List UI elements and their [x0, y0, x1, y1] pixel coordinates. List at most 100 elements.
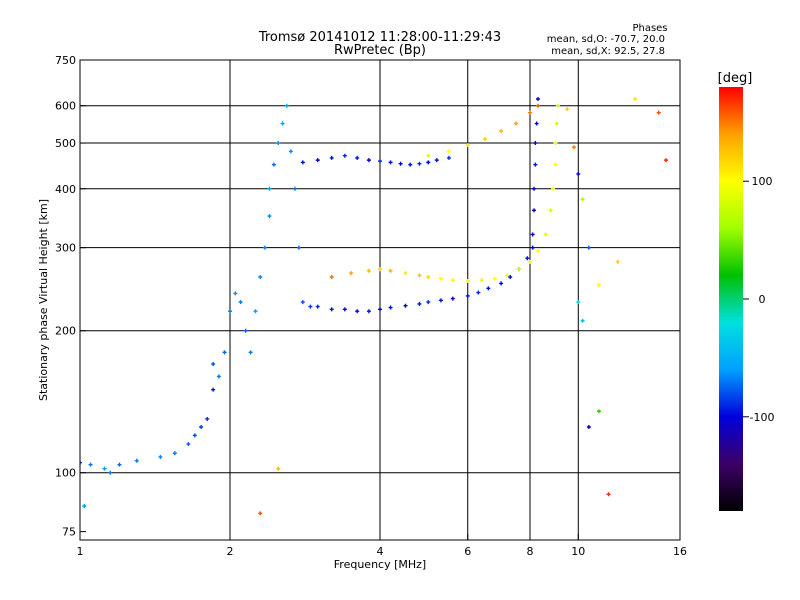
data-point: [553, 141, 558, 146]
data-point: [548, 208, 553, 213]
data-point: [82, 504, 87, 509]
data-point: [586, 425, 591, 430]
y-tick-label: 600: [55, 100, 76, 113]
x-tick-label: 10: [571, 545, 585, 558]
data-point: [284, 103, 289, 108]
data-point: [551, 186, 556, 191]
data-point: [258, 511, 263, 516]
data-point: [378, 307, 382, 312]
data-point: [465, 293, 470, 298]
x-axis-label: Frequency [MHz]: [334, 558, 426, 571]
data-point: [516, 267, 521, 272]
data-point: [300, 300, 305, 305]
data-point: [117, 462, 122, 467]
data-point: [417, 301, 422, 306]
data-point: [228, 309, 232, 314]
data-point: [426, 160, 431, 165]
data-point: [535, 103, 540, 108]
data-point: [253, 309, 258, 314]
data-point: [576, 300, 581, 305]
data-point: [476, 290, 481, 295]
data-point: [280, 121, 285, 126]
phases-info-line-1: mean, sd,O: -70.7, 20.0: [547, 34, 665, 45]
data-point: [296, 245, 301, 250]
data-point: [199, 425, 204, 430]
data-point: [554, 121, 559, 126]
data-point: [417, 161, 422, 166]
data-point: [596, 409, 601, 414]
data-point: [276, 466, 281, 471]
data-point: [446, 149, 451, 154]
data-point: [211, 387, 216, 392]
data-point: [408, 162, 413, 167]
data-point: [403, 303, 408, 308]
data-point: [355, 155, 360, 160]
data-point: [465, 143, 470, 148]
data-point: [158, 454, 163, 459]
data-point: [134, 458, 139, 463]
y-tick-label: 400: [55, 183, 76, 196]
y-tick-label: 200: [55, 325, 76, 338]
data-point: [528, 110, 532, 115]
data-point: [533, 141, 538, 146]
data-point: [606, 492, 611, 497]
data-point: [465, 278, 470, 283]
data-point: [486, 286, 491, 291]
data-point: [300, 160, 305, 165]
data-point: [530, 245, 535, 250]
data-point: [555, 103, 560, 108]
x-tick-label: 1: [77, 545, 84, 558]
data-point: [417, 273, 422, 278]
data-point: [483, 136, 488, 141]
data-point: [267, 186, 272, 191]
data-point: [553, 162, 558, 167]
data-point: [262, 245, 267, 250]
data-point: [349, 271, 354, 276]
data-point: [233, 291, 238, 296]
x-tick-label: 6: [464, 545, 471, 558]
data-point: [576, 171, 581, 176]
data-point: [342, 153, 347, 158]
data-point: [438, 276, 443, 281]
data-point: [479, 278, 484, 283]
data-point: [499, 281, 504, 286]
data-point: [186, 442, 191, 447]
data-point: [499, 129, 504, 134]
data-point: [446, 155, 451, 160]
data-point: [329, 155, 334, 160]
data-point: [426, 153, 431, 158]
data-point: [308, 304, 313, 309]
data-point: [88, 462, 93, 467]
data-point: [656, 110, 661, 115]
data-point: [366, 309, 371, 314]
colorbar-label: [deg]: [718, 71, 753, 86]
data-point: [378, 267, 382, 272]
x-axis-ticks: 1 2 4 6 8 10 16: [77, 534, 687, 558]
data-point: [664, 158, 669, 163]
colorbar-tick-label: 0: [759, 293, 766, 306]
phases-info-title: Phases: [632, 23, 667, 34]
colorbar: [719, 87, 743, 511]
data-point: [533, 162, 538, 167]
data-point: [586, 245, 591, 250]
phases-info-line-2: mean, sd,X: 92.5, 27.8: [551, 46, 665, 57]
x-tick-label: 2: [227, 545, 234, 558]
data-point: [222, 350, 227, 355]
data-point: [615, 259, 620, 264]
data-point: [565, 107, 570, 112]
data-point: [276, 141, 281, 146]
colorbar-tick-label: -100: [750, 411, 775, 424]
data-point: [492, 276, 497, 281]
data-point: [434, 158, 439, 163]
y-tick-label: 75: [62, 526, 76, 539]
data-point: [102, 466, 107, 471]
data-point: [450, 278, 455, 283]
data-point: [580, 318, 585, 323]
colorbar-ticks: 100 0 -100: [743, 175, 774, 424]
data-point: [205, 416, 210, 421]
data-point: [216, 374, 221, 379]
data-point: [580, 197, 585, 202]
data-point: [243, 328, 248, 333]
data-point: [450, 296, 455, 301]
